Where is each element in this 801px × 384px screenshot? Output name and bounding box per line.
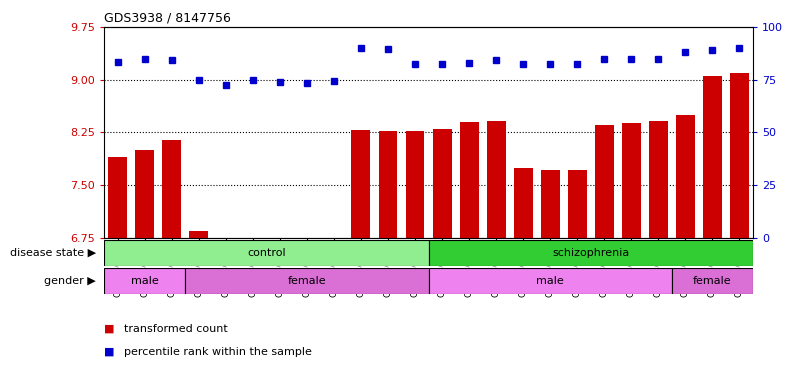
Bar bbox=[352, 131, 370, 238]
Bar bbox=[271, 238, 289, 240]
Text: disease state ▶: disease state ▶ bbox=[10, 248, 96, 258]
Bar bbox=[405, 131, 425, 238]
Text: transformed count: transformed count bbox=[124, 324, 228, 334]
Text: male: male bbox=[131, 276, 159, 286]
Bar bbox=[429, 268, 672, 294]
Bar bbox=[244, 238, 262, 240]
Bar bbox=[135, 150, 154, 238]
Bar bbox=[429, 240, 753, 266]
Text: ■: ■ bbox=[104, 347, 115, 357]
Bar bbox=[189, 231, 208, 238]
Bar bbox=[676, 115, 694, 238]
Bar bbox=[568, 170, 586, 238]
Bar bbox=[216, 238, 235, 245]
Text: male: male bbox=[537, 276, 564, 286]
Bar bbox=[649, 121, 668, 238]
Bar bbox=[541, 170, 560, 238]
Text: schizophrenia: schizophrenia bbox=[552, 248, 630, 258]
Text: percentile rank within the sample: percentile rank within the sample bbox=[124, 347, 312, 357]
Bar bbox=[672, 268, 753, 294]
Bar bbox=[730, 73, 749, 238]
Bar bbox=[703, 76, 722, 238]
Bar bbox=[324, 238, 344, 240]
Bar bbox=[433, 129, 452, 238]
Text: control: control bbox=[247, 248, 286, 258]
Bar bbox=[163, 139, 181, 238]
Bar bbox=[595, 126, 614, 238]
Bar bbox=[104, 268, 185, 294]
Text: gender ▶: gender ▶ bbox=[44, 276, 96, 286]
Bar bbox=[297, 238, 316, 243]
Bar bbox=[487, 121, 505, 238]
Text: female: female bbox=[693, 276, 731, 286]
Bar bbox=[185, 268, 429, 294]
Text: ■: ■ bbox=[104, 324, 115, 334]
Bar bbox=[513, 168, 533, 238]
Text: female: female bbox=[288, 276, 326, 286]
Bar bbox=[104, 240, 429, 266]
Bar bbox=[379, 131, 397, 238]
Bar bbox=[460, 122, 478, 238]
Bar bbox=[108, 157, 127, 238]
Text: GDS3938 / 8147756: GDS3938 / 8147756 bbox=[104, 11, 231, 24]
Bar bbox=[622, 123, 641, 238]
